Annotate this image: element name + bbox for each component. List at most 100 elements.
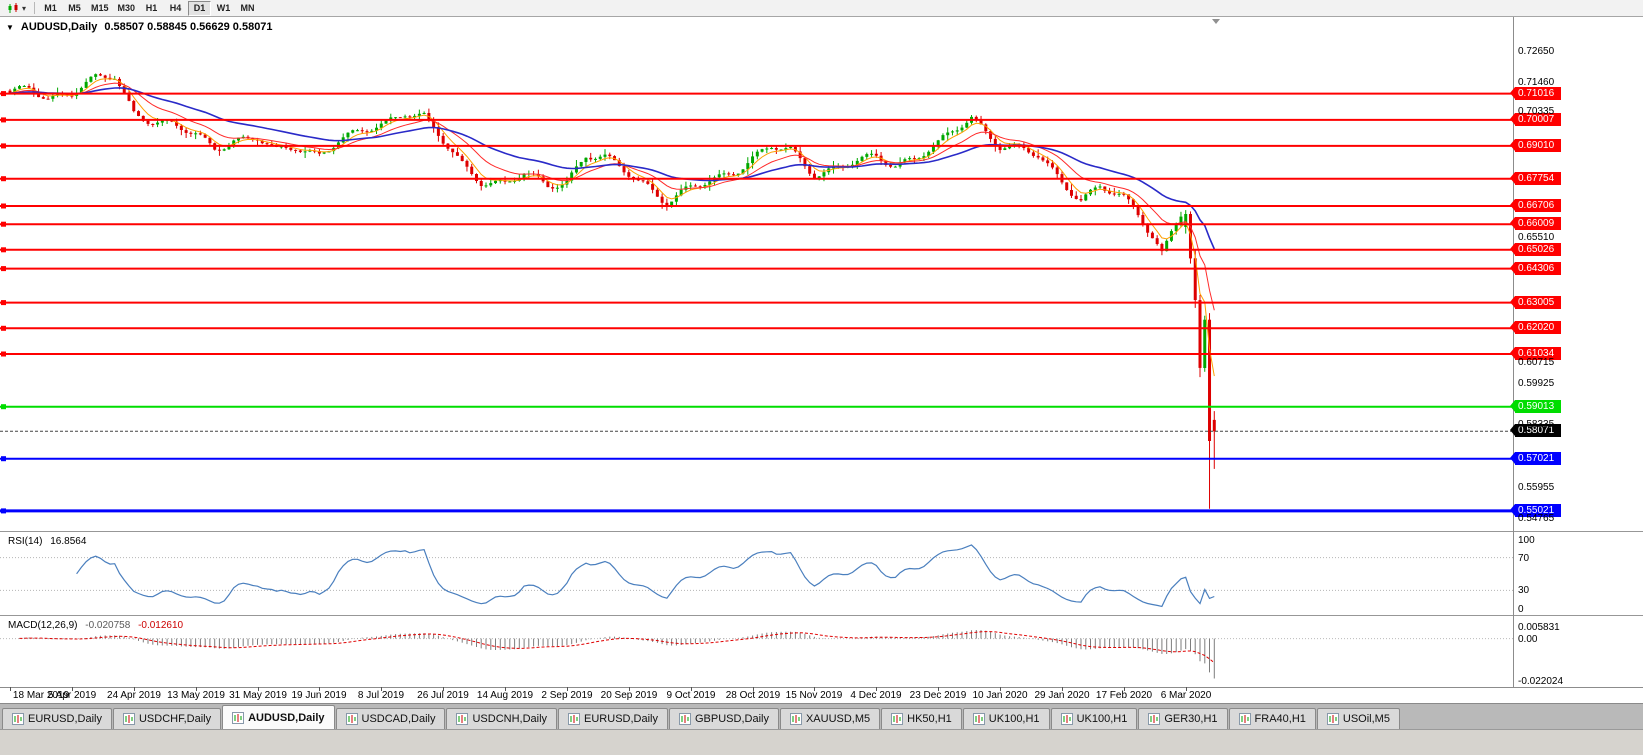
price-line-tag-value: 0.64306 — [1518, 262, 1555, 274]
time-axis-tick — [134, 687, 135, 691]
time-axis-tick — [505, 687, 506, 691]
time-axis-label: 13 May 2019 — [167, 690, 225, 701]
chart-tab-icon — [789, 713, 802, 725]
time-axis-label: 5 Apr 2019 — [47, 690, 97, 701]
timeframe-button-d1[interactable]: D1 — [188, 0, 212, 16]
time-axis-label: 24 Apr 2019 — [107, 690, 161, 701]
time-axis-tick — [1000, 687, 1001, 691]
chart-tab-ger30-h1[interactable]: GER30,H1 — [1138, 708, 1228, 729]
rsi-name: RSI(14) — [8, 536, 43, 547]
time-axis-tick — [1062, 687, 1063, 691]
chart-tab-usdchf-daily[interactable]: USDCHF,Daily — [112, 708, 222, 729]
time-axis-label: 9 Oct 2019 — [666, 690, 716, 701]
price-line-tag-value: 0.66009 — [1518, 218, 1555, 230]
candlestick-chart-icon — [8, 2, 18, 13]
time-axis-tick — [753, 687, 754, 691]
time-axis-label: 6 Mar 2020 — [1160, 690, 1212, 701]
time-axis-label: 20 Sep 2019 — [600, 690, 658, 701]
chart-tab-audusd-daily[interactable]: AUDUSD,Daily — [222, 705, 335, 729]
chart-tab-icon — [12, 713, 24, 725]
timeframe-button-h1[interactable]: H1 — [145, 2, 158, 13]
time-axis-tick — [938, 687, 939, 691]
price-line-tag-value: 0.69010 — [1518, 139, 1555, 151]
chart-tab-hk50-h1[interactable]: HK50,H1 — [881, 708, 962, 729]
macd-panel-splitter[interactable] — [0, 615, 1643, 617]
rsi-panel-canvas[interactable] — [0, 533, 1513, 615]
price-axis-label: 0.58335 — [1518, 419, 1555, 431]
price-line-tag-value: 0.71016 — [1518, 87, 1555, 99]
bottom-strip — [0, 729, 1643, 755]
price-line-tag: 0.61034 — [1510, 346, 1561, 360]
price-line-tag-value: 0.66706 — [1518, 200, 1555, 211]
chart-tab-uk100-h1[interactable]: UK100,H1 — [962, 708, 1050, 729]
price-line-tag: 0.69010 — [1510, 138, 1561, 152]
time-axis-label: 29 Jan 2020 — [1034, 690, 1090, 701]
price-line-tag-value: 0.57021 — [1518, 452, 1555, 464]
chart-tab-label: USDCAD,Daily — [361, 713, 436, 725]
current-price-tag: 0.58071 — [1510, 424, 1561, 438]
rsi-axis-label: 70 — [1518, 552, 1530, 564]
chart-tab-label: EURUSD,Daily — [28, 713, 102, 725]
macd-indicator-label: MACD(12,26,9) -0.020758 -0.012610 — [8, 620, 183, 631]
chart-tab-icon — [232, 711, 245, 724]
timeframe-button-m15[interactable]: M15 — [91, 2, 109, 13]
price-line-tag: 0.65026 — [1510, 242, 1561, 256]
time-axis-label: 8 Jul 2019 — [357, 690, 405, 701]
time-axis-tick — [196, 687, 197, 691]
quote-line: ▼ AUDUSD,Daily 0.58507 0.58845 0.56629 0… — [6, 21, 273, 33]
chart-type-button[interactable]: ▾ — [3, 1, 30, 16]
timeframe-button-mn[interactable]: MN — [240, 2, 255, 13]
timeframe-button-h4[interactable]: H4 — [169, 2, 182, 13]
time-axis-label: 4 Dec 2019 — [850, 690, 902, 701]
chevron-down-icon: ▾ — [22, 3, 27, 13]
macd-panel-canvas[interactable] — [0, 617, 1513, 687]
time-axis-tick — [629, 687, 630, 691]
chart-tab-label: EURUSD,Daily — [584, 713, 658, 725]
price-line-tag-value: 0.62020 — [1518, 322, 1555, 334]
price-line-tag: 0.59013 — [1510, 399, 1561, 413]
timeframe-button-m5[interactable]: M5 — [68, 2, 81, 13]
chart-tab-label: GBPUSD,Daily — [695, 713, 769, 725]
price-axis-label: 0.65510 — [1518, 232, 1555, 244]
chart-tab-eurusd-daily[interactable]: EURUSD,Daily — [558, 708, 668, 729]
chart-tab-usoil-m5[interactable]: USOil,M5 — [1316, 708, 1400, 729]
chart-tab-uk100-h1[interactable]: UK100,H1 — [1050, 708, 1138, 729]
one-click-expander[interactable]: ▼ — [6, 22, 14, 32]
chart-tab-usdcnh-daily[interactable]: USDCNH,Daily — [446, 708, 558, 729]
rsi-panel-splitter[interactable] — [0, 531, 1643, 533]
chart-tab-label: XAUUSD,M5 — [805, 713, 871, 725]
rsi-indicator-label: RSI(14) 16.8564 — [8, 536, 86, 547]
chart-tab-gbpusd-daily[interactable]: GBPUSD,Daily — [669, 708, 779, 729]
chart-tab-label: UK100,H1 — [988, 713, 1040, 725]
time-axis-tick — [72, 687, 73, 691]
time-axis-tick — [319, 687, 320, 691]
price-chart-canvas[interactable] — [0, 17, 1513, 531]
time-axis-tick — [691, 687, 692, 691]
time-axis-label: 17 Feb 2020 — [1095, 690, 1153, 701]
time-axis-tick — [258, 687, 259, 691]
price-axis-label: 0.54765 — [1518, 512, 1555, 524]
timeframe-button-w1[interactable]: W1 — [216, 2, 231, 13]
price-line-tag: 0.62020 — [1510, 321, 1561, 335]
timeframe-button-m30[interactable]: M30 — [117, 2, 136, 13]
price-line-tag: 0.71016 — [1510, 86, 1561, 100]
chart-shift-marker[interactable] — [1212, 19, 1220, 24]
price-axis-label: 0.72650 — [1518, 45, 1555, 57]
chart-tab-icon — [456, 713, 469, 725]
price-line-tag-value: 0.63005 — [1518, 296, 1555, 308]
time-axis-tick — [1124, 687, 1125, 691]
time-axis-label: 31 May 2019 — [229, 690, 287, 701]
timeframe-button-m1[interactable]: M1 — [44, 2, 57, 13]
timeframe-buttons: M1 M5 M15 M30 H1 H4 D1 W1 MN — [39, 0, 259, 16]
rsi-axis-label: 30 — [1518, 585, 1530, 597]
macd-signal-value: -0.012610 — [138, 620, 184, 631]
time-axis-label: 28 Oct 2019 — [725, 690, 781, 701]
chart-tab-fra40-h1[interactable]: FRA40,H1 — [1228, 708, 1316, 729]
time-axis-label: 14 Aug 2019 — [476, 690, 534, 701]
chart-tab-eurusd-daily[interactable]: EURUSD,Daily — [2, 708, 112, 729]
time-axis-label: 2 Sep 2019 — [541, 690, 593, 701]
price-line-tag: 0.64306 — [1510, 261, 1561, 275]
price-line-tag-value: 0.65026 — [1518, 243, 1555, 255]
chart-tab-xauusd-m5[interactable]: XAUUSD,M5 — [779, 708, 881, 729]
chart-tab-usdcad-daily[interactable]: USDCAD,Daily — [335, 708, 446, 729]
